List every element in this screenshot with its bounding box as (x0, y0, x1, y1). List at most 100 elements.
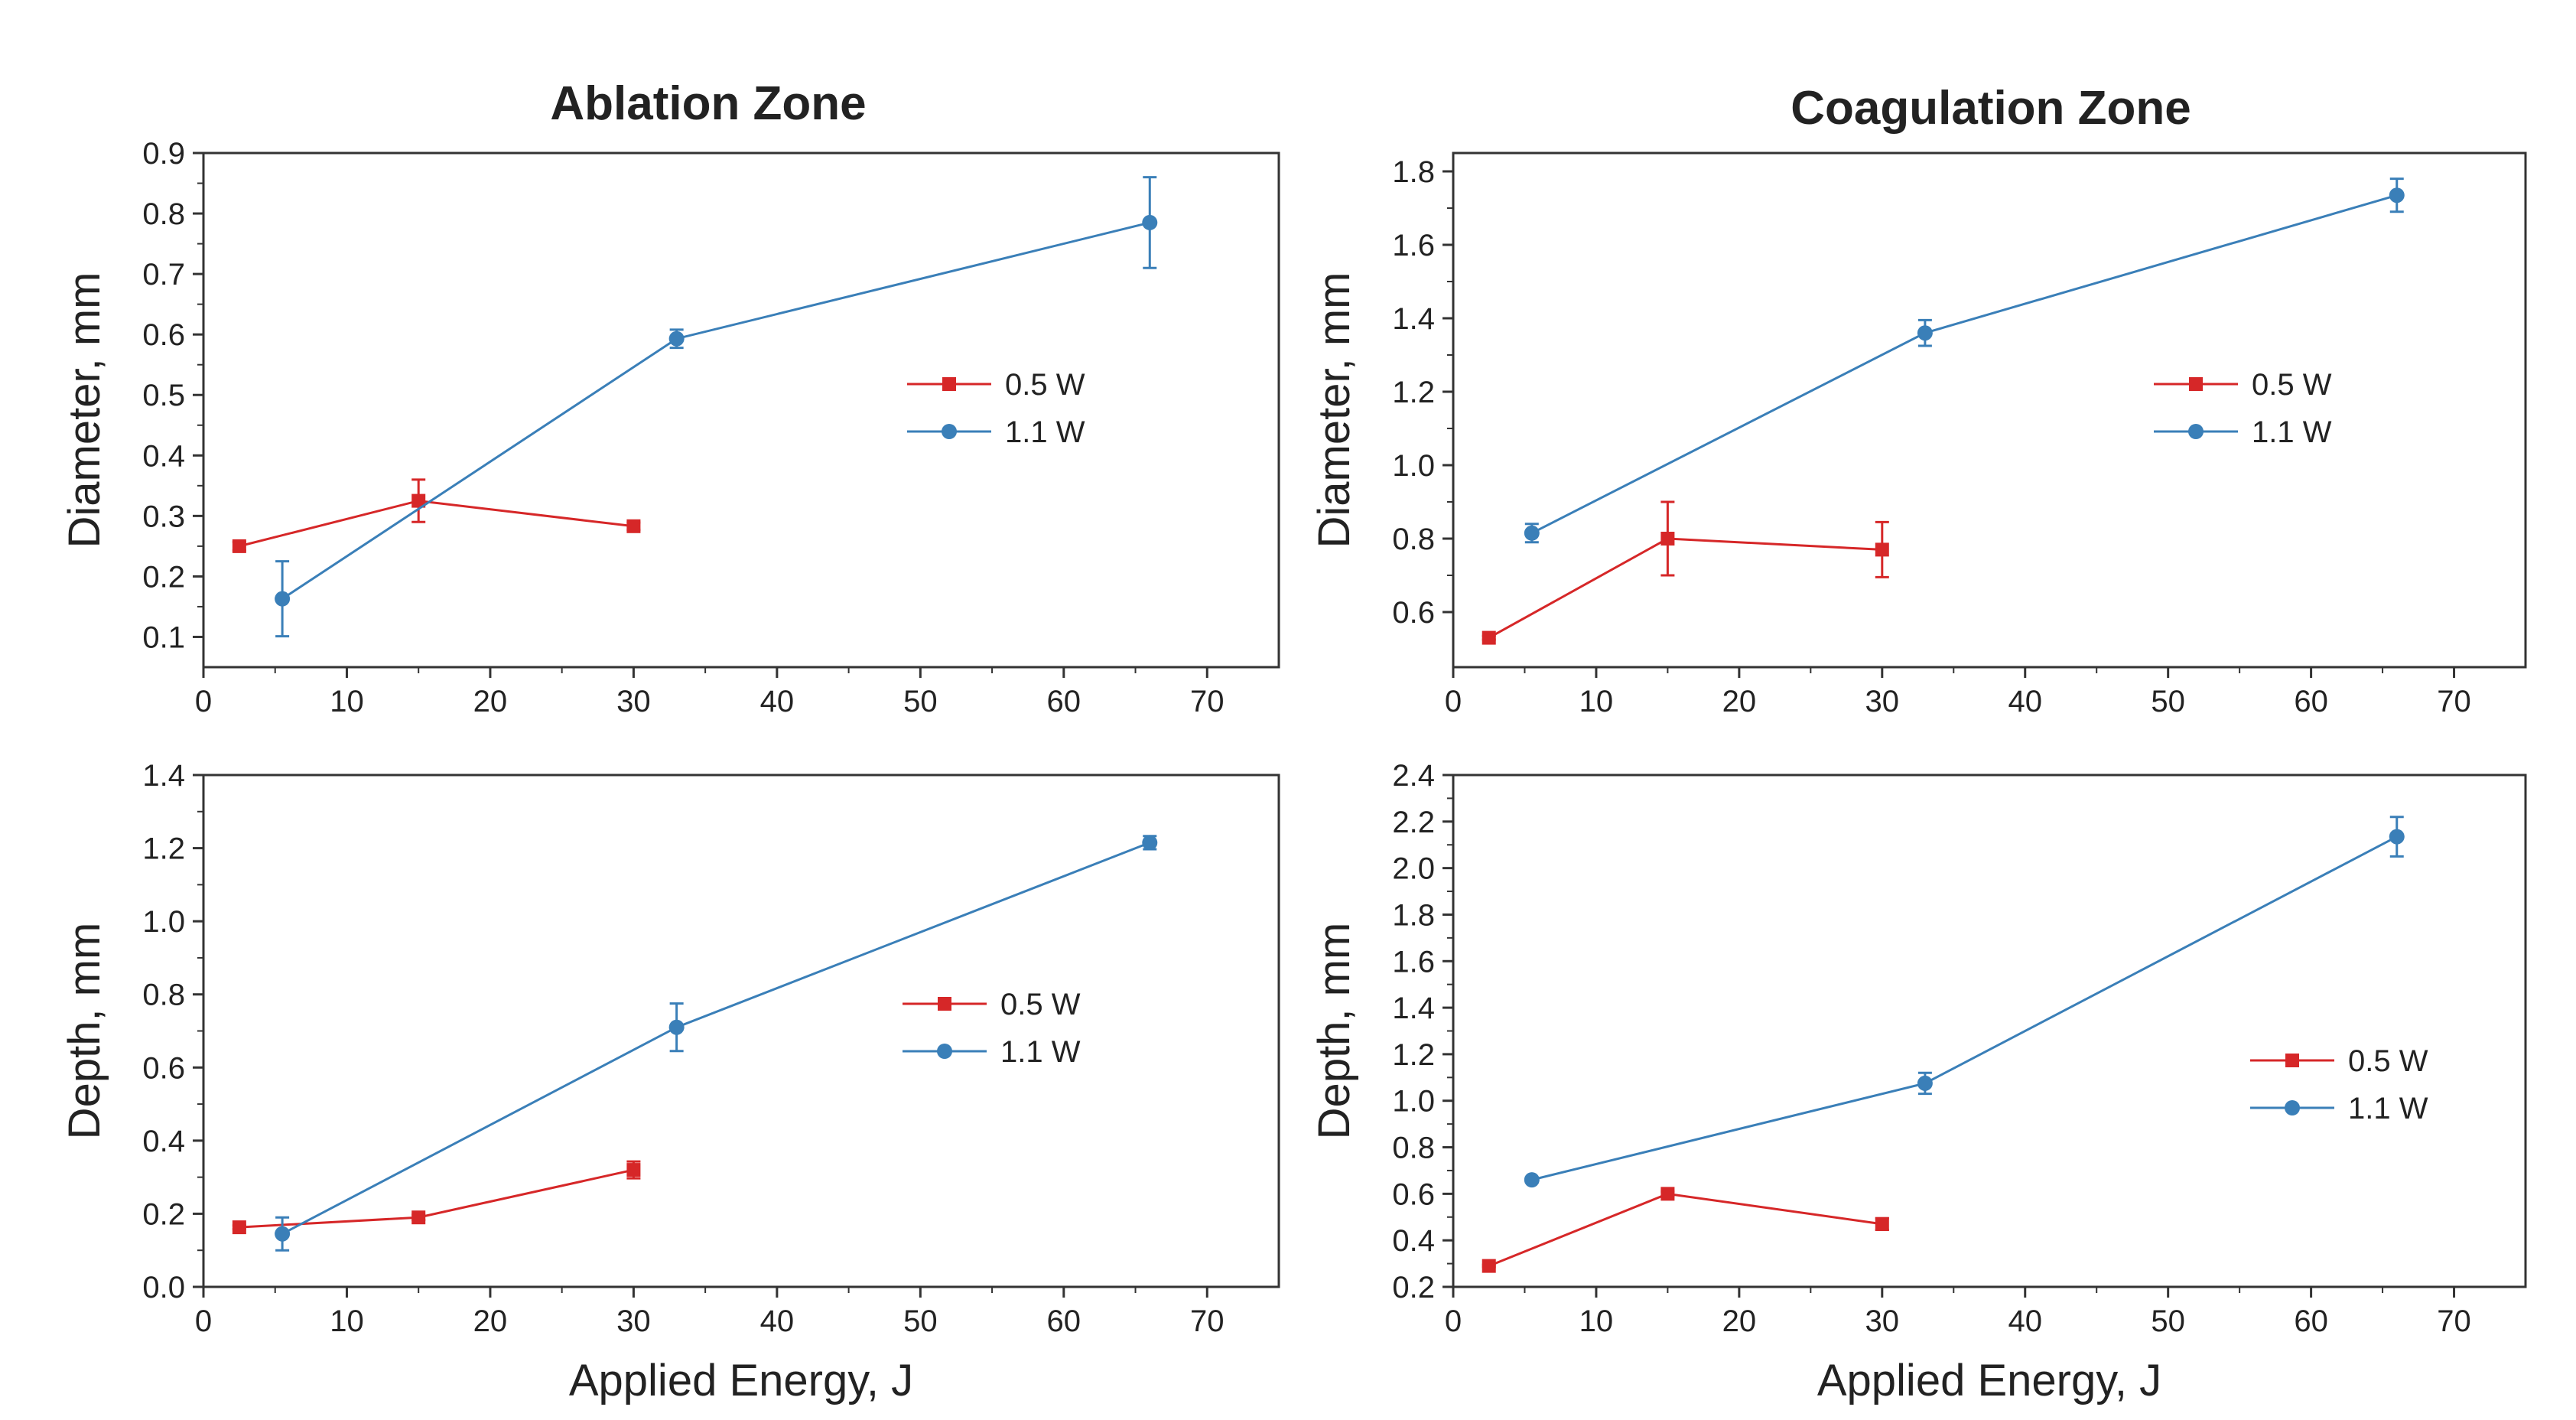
y-tick-label: 0.4 (1392, 1224, 1435, 1258)
x-tick-label: 30 (1865, 685, 1900, 718)
x-tick-label: 40 (2008, 685, 2042, 718)
y-tick-label: 0.8 (1392, 1132, 1435, 1165)
x-tick-label: 20 (473, 1304, 508, 1338)
y-tick-label: 0.3 (142, 500, 185, 533)
legend-marker-series-1.1w (942, 424, 957, 439)
series-1.1w-point (1142, 214, 1158, 230)
series-0.5w-line (1488, 537, 1882, 639)
x-axis-label: Applied Energy, J (1817, 1356, 2161, 1405)
series-0.5w-point (411, 493, 426, 508)
y-tick-label: 1.2 (1392, 1038, 1435, 1072)
plot-frame (202, 774, 1280, 1288)
x-tick-label: 60 (1047, 1304, 1081, 1338)
y-tick-label: 1.0 (1392, 1085, 1435, 1119)
series-1.1w-point (1142, 835, 1158, 851)
y-tick-label: 1.6 (1392, 945, 1435, 979)
x-tick-label: 60 (2294, 685, 2328, 718)
chart-coagulation-diameter: 0 10 20 30 40 50 60 70 0.6 0.8 1.0 1.2 1.4 1.6 1.8 Diam… (1309, 151, 2527, 718)
y-axis-label: Depth, mm (1309, 923, 1359, 1140)
x-tick-label: 20 (1722, 685, 1757, 718)
series-1.1w-point (1524, 1172, 1540, 1188)
x-tick-label: 30 (616, 685, 651, 718)
y-tick-label: 0.6 (1392, 596, 1435, 630)
x-tick-label: 50 (2151, 685, 2185, 718)
x-tick-label: 30 (1865, 1304, 1900, 1338)
x-tick-label: 60 (1047, 685, 1081, 718)
legend-marker-series-1.1w (2188, 424, 2204, 439)
series-0.5w-point (626, 519, 641, 533)
x-tick-label: 0 (1445, 685, 1462, 718)
y-tick-label: 0.6 (1392, 1177, 1435, 1211)
y-tick-label: 2.2 (1392, 806, 1435, 839)
series-1.1w-point (1917, 325, 1933, 341)
coagulation-zone-title: Coagulation Zone (1791, 82, 2191, 135)
series-1.1w-point (1524, 525, 1540, 541)
x-tick-label: 50 (903, 1304, 938, 1338)
legend-label-series-0.5w: 0.5 W (2252, 368, 2332, 402)
y-tick-label: 1.4 (1392, 992, 1435, 1025)
series-1.1w-point (668, 1019, 685, 1035)
y-tick-label: 0.6 (142, 318, 185, 352)
legend-label-series-1.1w: 1.1 W (2348, 1092, 2428, 1125)
y-tick-label: 1.2 (142, 832, 185, 866)
legend-label-series-0.5w: 0.5 W (1000, 988, 1081, 1021)
y-tick-label: 2.4 (1392, 759, 1435, 793)
ablation-zone-title: Ablation Zone (550, 77, 866, 130)
legend-label-series-0.5w: 0.5 W (1005, 368, 1085, 402)
y-axis-label: Diameter, mm (1309, 272, 1359, 549)
y-tick-label: 0.1 (142, 620, 185, 654)
y-tick-label: 1.0 (142, 905, 185, 939)
plot-frame (1452, 774, 2527, 1288)
y-tick-label: 0.9 (142, 137, 185, 171)
legend-marker-series-1.1w (937, 1044, 952, 1059)
chart-ablation-depth: 0 10 20 30 40 50 60 70 0.0 0.2 0.4 0.6 0.8 1.0 1.2 1.4 D… (60, 759, 1280, 1405)
series-0.5w-point (232, 539, 246, 553)
series-0.5w-point (1875, 542, 1889, 557)
x-tick-label: 0 (195, 685, 212, 718)
x-axis-label: Applied Energy, J (569, 1356, 913, 1405)
y-tick-label: 1.8 (1392, 155, 1435, 189)
y-tick-label: 0.4 (142, 439, 185, 473)
y-tick-label: 1.0 (1392, 449, 1435, 483)
series-1.1w-line (1531, 835, 2398, 1181)
legend-label-series-1.1w: 1.1 W (2252, 415, 2332, 449)
x-tick-label: 40 (2008, 1304, 2042, 1338)
legend-label-series-1.1w: 1.1 W (1000, 1035, 1081, 1069)
y-tick-label: 0.2 (1392, 1271, 1435, 1304)
series-0.5w-point (1482, 630, 1496, 645)
chart-coagulation-depth: 0 10 20 30 40 50 60 70 0.2 0.4 0.6 0.8 1.0 1.2 1.4 1.6 1… (1309, 759, 2527, 1405)
legend-marker-series-0.5w (942, 377, 956, 391)
plot-frame (202, 151, 1280, 669)
y-tick-label: 0.7 (142, 258, 185, 291)
x-tick-label: 70 (2437, 685, 2471, 718)
y-tick-label: 1.8 (1392, 898, 1435, 932)
y-axis-label: Depth, mm (60, 923, 109, 1140)
x-tick-label: 10 (330, 685, 364, 718)
y-tick-label: 0.8 (1392, 523, 1435, 556)
x-tick-label: 20 (1722, 1304, 1757, 1338)
series-1.1w-point (1917, 1075, 1933, 1091)
legend-marker-series-1.1w (2285, 1100, 2300, 1115)
legend-marker-series-0.5w (2189, 377, 2203, 391)
series-0.5w-point (411, 1210, 426, 1225)
x-tick-label: 60 (2294, 1304, 2328, 1338)
y-tick-label: 0.8 (142, 979, 185, 1012)
x-tick-label: 10 (330, 1304, 364, 1338)
x-tick-label: 20 (473, 685, 508, 718)
legend-label-series-1.1w: 1.1 W (1005, 415, 1085, 449)
x-tick-label: 10 (1579, 1304, 1614, 1338)
y-tick-label: 1.4 (142, 759, 185, 793)
x-tick-label: 50 (2151, 1304, 2185, 1338)
series-0.5w-point (1660, 1187, 1675, 1201)
y-tick-label: 0.4 (142, 1125, 185, 1158)
y-tick-label: 2.0 (1392, 852, 1435, 886)
series-0.5w-point (1660, 532, 1675, 546)
x-tick-label: 50 (903, 685, 938, 718)
series-1.1w-line (281, 221, 1150, 600)
x-tick-label: 0 (195, 1304, 212, 1338)
series-1.1w-point (275, 591, 291, 607)
series-1.1w-line (1531, 194, 2398, 535)
series-0.5w-point (1482, 1259, 1496, 1273)
x-tick-label: 70 (1190, 1304, 1225, 1338)
